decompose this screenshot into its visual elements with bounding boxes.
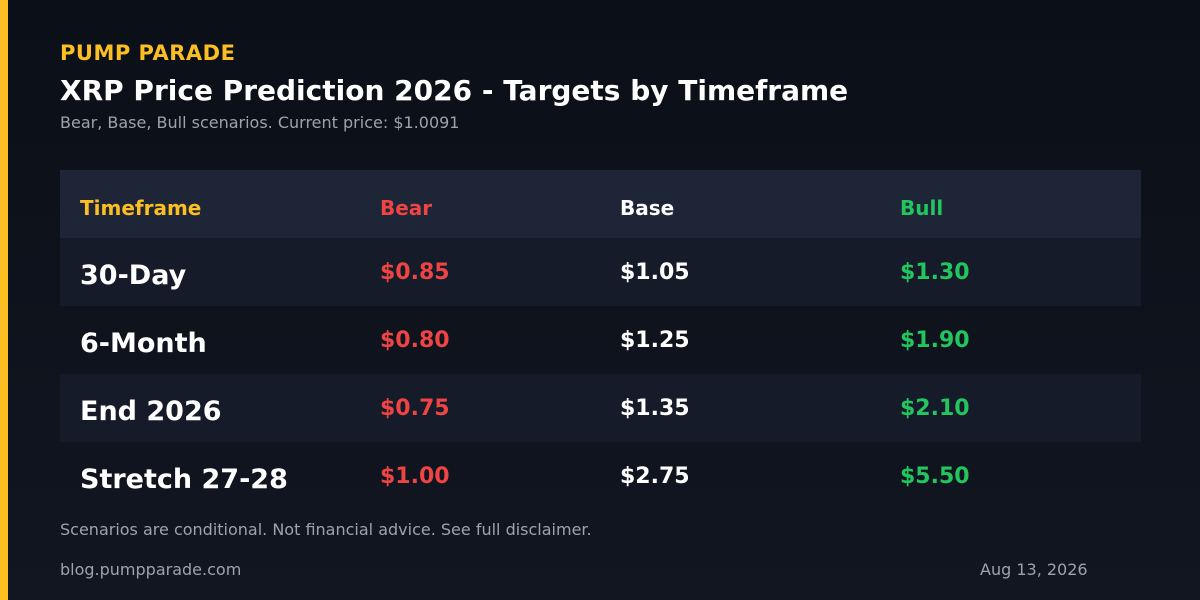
- site-url: blog.pumpparade.com: [60, 560, 242, 579]
- row-bull-price: $2.10: [900, 395, 970, 421]
- page-subtitle: Bear, Base, Bull scenarios. Current pric…: [60, 113, 460, 132]
- brand-label: PUMP PARADE: [60, 41, 236, 65]
- accent-bar: [0, 0, 8, 600]
- row-bull-price: $5.50: [900, 463, 970, 489]
- row-bull-price: $1.30: [900, 259, 970, 285]
- page-title: XRP Price Prediction 2026 - Targets by T…: [60, 74, 849, 107]
- disclaimer-text: Scenarios are conditional. Not financial…: [60, 520, 592, 539]
- row-bear-price: $1.00: [380, 463, 450, 489]
- table-row: 6-Month $0.80 $1.25 $1.90: [60, 306, 1141, 374]
- row-bear-price: $0.85: [380, 259, 450, 285]
- header-timeframe: Timeframe: [80, 196, 202, 220]
- table-header-row: Timeframe Bear Base Bull: [60, 170, 1141, 238]
- table-row: End 2026 $0.75 $1.35 $2.10: [60, 374, 1141, 442]
- prediction-table: Timeframe Bear Base Bull 30-Day $0.85 $1…: [60, 170, 1141, 510]
- row-base-price: $1.05: [620, 259, 690, 285]
- row-timeframe: Stretch 27-28: [80, 463, 288, 495]
- row-timeframe: 6-Month: [80, 327, 207, 359]
- header-base: Base: [620, 196, 675, 220]
- table-row: Stretch 27-28 $1.00 $2.75 $5.50: [60, 442, 1141, 510]
- row-timeframe: End 2026: [80, 395, 222, 427]
- header-bear: Bear: [380, 196, 433, 220]
- row-bear-price: $0.80: [380, 327, 450, 353]
- row-base-price: $1.25: [620, 327, 690, 353]
- row-bear-price: $0.75: [380, 395, 450, 421]
- publish-date: Aug 13, 2026: [980, 560, 1088, 579]
- table-row: 30-Day $0.85 $1.05 $1.30: [60, 238, 1141, 306]
- row-base-price: $1.35: [620, 395, 690, 421]
- row-bull-price: $1.90: [900, 327, 970, 353]
- header-bull: Bull: [900, 196, 944, 220]
- row-timeframe: 30-Day: [80, 259, 187, 291]
- row-base-price: $2.75: [620, 463, 690, 489]
